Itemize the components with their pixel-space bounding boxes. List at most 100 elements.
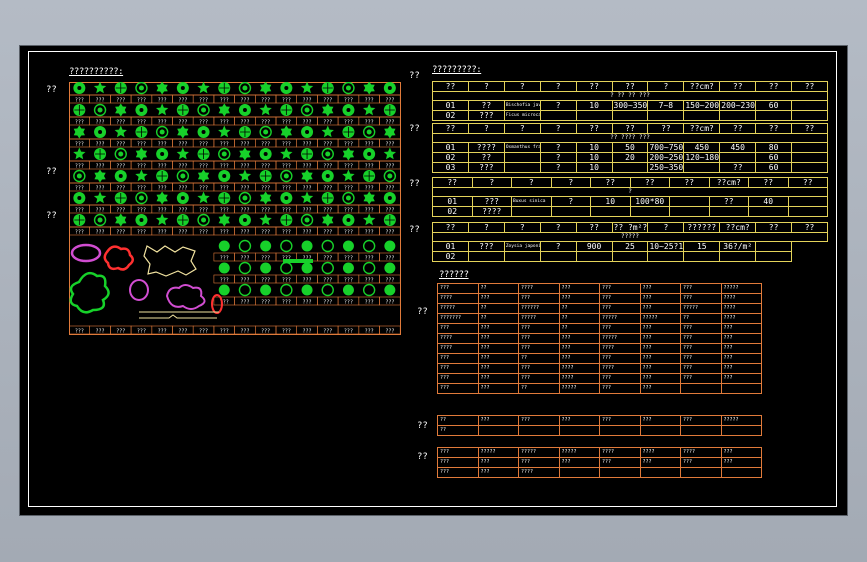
plant-symbol-icon: [260, 240, 272, 252]
table-header-cell: ?: [503, 123, 541, 134]
table-cell: 120~180: [683, 152, 721, 163]
list-cell: ???: [680, 415, 722, 426]
symbol-label: ???: [303, 186, 312, 192]
plant-symbol-icon: [362, 239, 376, 253]
symbol-label: ???: [137, 164, 146, 170]
plant-symbol-icon: [156, 213, 169, 226]
table-cell: [791, 110, 828, 121]
plant-symbol-icon: [384, 125, 396, 139]
table-cell: ???: [471, 196, 512, 207]
list-cell: ???: [639, 363, 681, 374]
table-cell: 300~350: [611, 100, 649, 111]
list-cell: ??: [477, 283, 519, 294]
plant-symbol-icon: [363, 213, 376, 226]
list-cell: ???: [599, 293, 641, 304]
plant-symbol-icon: [342, 240, 354, 252]
table-cell: 50: [611, 142, 649, 153]
list-cell: ???: [518, 363, 560, 374]
plant-symbol-icon: [176, 104, 189, 116]
symbol-label: ???: [365, 256, 374, 262]
table-row: 01??? Buxus sinica? 10 100*80?? 40: [432, 196, 828, 207]
table-row: 02???Ficus microcarpa: [432, 110, 828, 121]
list-cell: ???: [599, 303, 641, 314]
plant-symbol-icon: [93, 191, 107, 204]
list-item: ???????????????????????: [437, 323, 762, 334]
plant-symbol-icon: [384, 262, 396, 274]
plant-symbol-icon: [238, 104, 251, 116]
table-cell: 02: [432, 110, 469, 121]
table-cell: ??: [719, 162, 757, 173]
symbol-label: ???: [282, 98, 291, 104]
plant-symbol-icon: [301, 240, 313, 252]
table-row: 01???Zoysia japonica?9002510~25?10~20153…: [432, 241, 828, 252]
table-cell: [669, 206, 710, 217]
table-header-cell: ?: [539, 222, 577, 233]
table-cell: [503, 152, 541, 163]
table-cell: 36?/m²: [719, 241, 757, 252]
plant-symbol-icon: [114, 147, 127, 161]
list-cell: ???: [558, 457, 600, 468]
side-label: ??: [409, 225, 420, 235]
symbol-label: ???: [75, 208, 84, 214]
plant-symbol-icon: [321, 283, 334, 297]
symbol-label: ???: [282, 256, 291, 262]
symbol-label: ???: [220, 142, 229, 148]
plant-symbol-icon: [114, 170, 127, 182]
plant-symbol-icon: [73, 169, 86, 183]
table-cell: [755, 241, 793, 252]
table-header-cell: ??cm?: [683, 81, 721, 92]
list-cell: ???: [720, 323, 762, 334]
symbol-label: ???: [323, 329, 332, 335]
symbol-label: ???: [199, 164, 208, 170]
symbol-label: ???: [261, 98, 270, 104]
plant-symbol-icon: [280, 214, 293, 226]
symbol-label: ???: [365, 98, 374, 104]
plant-symbol-icon: [321, 261, 334, 275]
list-cell: ???: [680, 323, 722, 334]
symbol-label: ???: [261, 329, 270, 335]
list-item: ??????????????????????????: [437, 343, 762, 354]
symbol-label: ???: [385, 256, 394, 262]
plant-symbol-icon: [342, 147, 355, 161]
cad-model-viewport[interactable]: ?? ?? ?? ?? ?? ?? ?? ?? ?? ?? ??????????…: [19, 45, 848, 516]
symbol-label: ???: [116, 98, 125, 104]
list-cell: ???: [680, 283, 722, 294]
symbol-label: ???: [261, 278, 270, 284]
list-item: ????????????????????????: [437, 457, 762, 468]
table-cell: ??: [467, 152, 505, 163]
table-header-cell: ??: [432, 177, 473, 188]
symbol-label: ???: [261, 256, 270, 262]
table-cell: 01: [432, 241, 469, 252]
symbol-label: ???: [303, 329, 312, 335]
list-cell: ???: [558, 333, 600, 344]
symbol-label: ???: [344, 256, 353, 262]
list-cell: [639, 467, 681, 478]
plant-symbol-icon: [322, 103, 334, 117]
table-cell: [550, 206, 591, 217]
symbol-label: ???: [323, 164, 332, 170]
symbol-label: ???: [365, 300, 374, 306]
plant-symbol-icon: [73, 104, 86, 116]
plant-symbol-icon: [280, 283, 293, 297]
plant-symbol-icon: [260, 284, 272, 296]
species-list-main: ????????????????????????????????????????…: [437, 283, 762, 394]
list-cell: [477, 425, 519, 436]
plant-symbol-icon: [362, 261, 376, 275]
table-cell: 900: [575, 241, 613, 252]
table-row: 01????Osmanthus fragrans?1050700~7504504…: [432, 142, 828, 153]
symbol-label: ???: [240, 278, 249, 284]
list-cell: ???: [558, 293, 600, 304]
list-cell: ???: [599, 373, 641, 384]
plant-symbol-icon: [259, 213, 272, 226]
plant-symbol-icon: [342, 191, 355, 205]
symbol-label: ???: [220, 164, 229, 170]
list-cell: ???: [639, 383, 681, 394]
list-cell: ???: [720, 447, 762, 458]
plant-symbol-icon: [94, 148, 107, 160]
symbol-label: ???: [137, 98, 146, 104]
symbol-label: ???: [365, 278, 374, 284]
list-cell: ???: [680, 457, 722, 468]
list-cell: ???: [599, 323, 641, 334]
table-header-cell: ??: [787, 177, 828, 188]
plant-symbol-icon: [93, 103, 107, 117]
